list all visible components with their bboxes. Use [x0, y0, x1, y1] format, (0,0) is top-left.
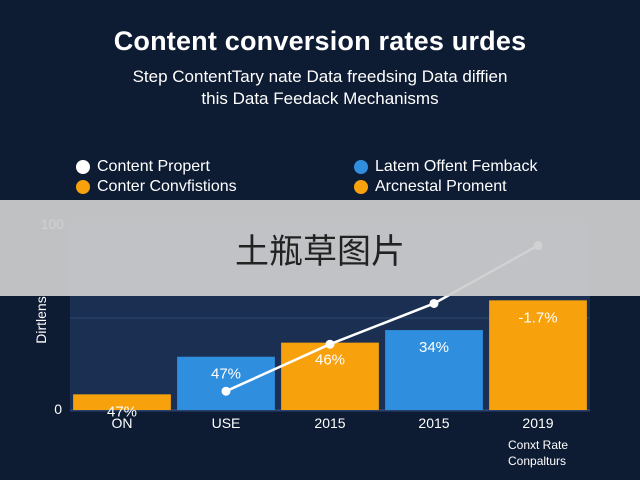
footnote-line-2: Conpalturs	[508, 454, 567, 468]
legend-marker	[76, 160, 90, 174]
y-axis-label: Dirtlens	[33, 296, 49, 343]
y-tick-label-bottom: 0	[54, 401, 62, 417]
x-axis-tick-labels: ON USE 2015 2015 2019	[112, 415, 554, 431]
x-tick-label: 2015	[418, 415, 449, 431]
bar-data-label: -1.7%	[518, 309, 557, 326]
legend-label: Content Propert	[97, 158, 210, 175]
legend-label: Latem Offent Femback	[375, 158, 538, 175]
bar	[489, 300, 587, 410]
legend-label: Conter Convfistions	[97, 178, 237, 195]
legend-label: Arcnestal Proment	[375, 178, 507, 195]
bar	[281, 342, 379, 410]
chart-title: Content conversion rates urdes	[113, 26, 527, 56]
bar-series: 47% 47% 46% 34% -1.7%	[73, 300, 587, 420]
bar	[385, 330, 483, 410]
legend-item-latem-offent-femback: Latem Offent Femback	[354, 158, 537, 176]
line-point	[429, 298, 439, 308]
legend-item-content-propert: Content Propert	[76, 158, 210, 176]
bar-data-label: 47%	[211, 366, 241, 383]
bar	[177, 356, 275, 410]
x-tick-label: 2015	[314, 415, 345, 431]
x-tick-label: 2019	[522, 415, 553, 431]
x-tick-label: ON	[112, 415, 133, 431]
x-tick-label: USE	[212, 415, 241, 431]
legend-marker	[76, 180, 90, 194]
bar-data-label: 34%	[419, 339, 449, 356]
bar-data-label: 46%	[315, 352, 345, 369]
overlay-banner: 土瓶草图片	[0, 200, 640, 296]
bar	[73, 394, 171, 410]
subtitle-line-1: Step ContentTary nate Data freedsing Dat…	[132, 67, 508, 86]
chart-subtitle: Step ContentTary nate Data freedsing Dat…	[40, 66, 600, 110]
line-point	[221, 386, 231, 396]
legend-item-arcnestal-proment: Arcnestal Proment	[354, 178, 507, 196]
subtitle-line-2: this Data Feedack Mechanisms	[201, 89, 439, 108]
legend-item-conter-convfistions: Conter Convfistions	[76, 178, 237, 196]
legend-marker	[354, 160, 368, 174]
footnote-line-1: Conxt Rate	[508, 438, 569, 452]
bar-data-label: 47%	[107, 403, 137, 420]
footnote: Conxt Rate Conpalturs	[508, 437, 568, 469]
line-point	[325, 339, 335, 349]
legend-marker	[354, 180, 368, 194]
